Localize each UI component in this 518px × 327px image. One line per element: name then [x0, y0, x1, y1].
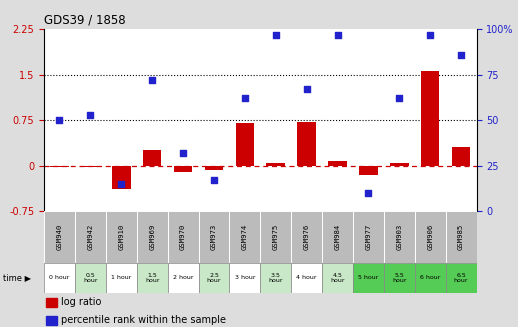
Bar: [384, 263, 415, 293]
Text: 4 hour: 4 hour: [296, 275, 317, 281]
Text: 5 hour: 5 hour: [358, 275, 379, 281]
Point: [271, 32, 280, 38]
Bar: [266, 163, 285, 165]
Bar: [359, 165, 378, 175]
Text: GDS39 / 1858: GDS39 / 1858: [44, 13, 126, 26]
Point: [117, 181, 125, 186]
Bar: [260, 211, 291, 263]
Bar: [260, 263, 291, 293]
Bar: [143, 150, 162, 165]
Bar: [415, 211, 445, 263]
Bar: [75, 263, 106, 293]
Text: 6 hour: 6 hour: [420, 275, 440, 281]
Bar: [291, 211, 322, 263]
Text: GSM976: GSM976: [304, 224, 310, 250]
Bar: [229, 263, 260, 293]
Bar: [168, 263, 198, 293]
Text: GSM973: GSM973: [211, 224, 217, 250]
Text: GSM969: GSM969: [149, 224, 155, 250]
Bar: [322, 263, 353, 293]
Bar: [384, 211, 415, 263]
Point: [457, 52, 465, 58]
Text: GSM942: GSM942: [88, 224, 93, 250]
Bar: [421, 71, 439, 165]
Text: 3.5
hour: 3.5 hour: [268, 272, 283, 284]
Bar: [174, 165, 192, 172]
Bar: [50, 165, 69, 167]
Text: 3 hour: 3 hour: [235, 275, 255, 281]
Bar: [229, 211, 260, 263]
Point: [395, 96, 404, 101]
Point: [86, 112, 94, 117]
Bar: [106, 263, 137, 293]
Text: GSM910: GSM910: [118, 224, 124, 250]
Text: 6.5
hour: 6.5 hour: [454, 272, 468, 284]
Bar: [236, 123, 254, 165]
Bar: [353, 211, 384, 263]
Bar: [46, 316, 57, 325]
Bar: [44, 211, 75, 263]
Bar: [322, 211, 353, 263]
Text: GSM906: GSM906: [427, 224, 433, 250]
Text: 0 hour: 0 hour: [49, 275, 69, 281]
Text: log ratio: log ratio: [61, 298, 102, 307]
Text: GSM975: GSM975: [273, 224, 279, 250]
Text: time ▶: time ▶: [3, 273, 31, 283]
Bar: [81, 165, 99, 167]
Text: GSM985: GSM985: [458, 224, 464, 250]
Bar: [353, 263, 384, 293]
Text: GSM903: GSM903: [396, 224, 402, 250]
Bar: [198, 211, 229, 263]
Point: [210, 178, 218, 183]
Point: [426, 32, 435, 38]
Bar: [168, 211, 198, 263]
Bar: [291, 263, 322, 293]
Bar: [44, 263, 75, 293]
Bar: [137, 263, 168, 293]
Bar: [106, 211, 137, 263]
Text: percentile rank within the sample: percentile rank within the sample: [61, 316, 226, 325]
Bar: [445, 263, 477, 293]
Text: 5.5
hour: 5.5 hour: [392, 272, 407, 284]
Point: [364, 190, 372, 195]
Text: GSM970: GSM970: [180, 224, 186, 250]
Point: [55, 117, 64, 123]
Text: 2.5
hour: 2.5 hour: [207, 272, 221, 284]
Bar: [415, 263, 445, 293]
Text: GSM974: GSM974: [242, 224, 248, 250]
Bar: [205, 165, 223, 170]
Bar: [390, 163, 409, 165]
Bar: [328, 161, 347, 165]
Text: GSM977: GSM977: [365, 224, 371, 250]
Text: 4.5
hour: 4.5 hour: [330, 272, 345, 284]
Text: 0.5
hour: 0.5 hour: [83, 272, 97, 284]
Bar: [198, 263, 229, 293]
Text: 2 hour: 2 hour: [173, 275, 193, 281]
Text: 1.5
hour: 1.5 hour: [145, 272, 160, 284]
Text: 1 hour: 1 hour: [111, 275, 132, 281]
Bar: [452, 147, 470, 165]
Text: GSM940: GSM940: [56, 224, 63, 250]
Bar: [112, 165, 131, 189]
Text: GSM984: GSM984: [335, 224, 340, 250]
Point: [179, 150, 187, 155]
Point: [241, 96, 249, 101]
Point: [334, 32, 342, 38]
Bar: [46, 298, 57, 307]
Bar: [445, 211, 477, 263]
Point: [148, 77, 156, 83]
Bar: [75, 211, 106, 263]
Point: [303, 87, 311, 92]
Bar: [137, 211, 168, 263]
Bar: [297, 122, 316, 165]
